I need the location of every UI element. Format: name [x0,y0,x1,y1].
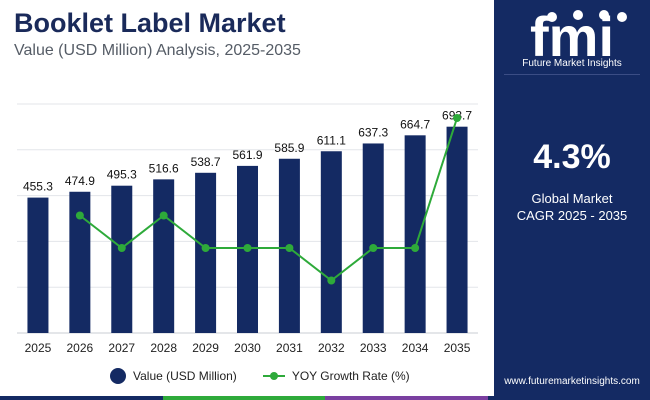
bar [27,197,49,333]
bar [111,185,133,333]
side-panel: fmi Future Market Insights 4.3% Global M… [494,0,650,400]
growth-point [75,211,84,220]
legend-label-value: Value (USD Million) [133,369,237,383]
legend: Value (USD Million) YOY Growth Rate (%) [110,368,410,384]
legend-item-growth: YOY Growth Rate (%) [262,369,410,383]
bar [195,172,217,333]
bottom-color-strip [0,396,650,400]
x-tick-label: 2028 [150,341,177,355]
growth-point [201,244,210,252]
growth-point [285,244,294,252]
growth-point [327,276,336,285]
strip-segment [487,396,650,400]
chart-title: Booklet Label Market [14,8,286,38]
data-label: 637.3 [358,125,388,139]
growth-point [159,211,168,220]
x-tick-label: 2031 [276,341,303,355]
website-url: www.futuremarketinsights.com [504,376,640,387]
legend-bar-marker [110,368,126,384]
strip-segment [162,396,325,400]
legend-item-value: Value (USD Million) [110,368,237,384]
legend-label-growth: YOY Growth Rate (%) [291,369,410,383]
data-label: 538.7 [191,155,221,169]
data-label: 495.3 [107,168,137,182]
bar [153,179,175,333]
growth-point [369,244,378,252]
x-tick-label: 2029 [192,341,219,355]
x-tick-label: 2035 [444,341,471,355]
cagr-value: 4.3% [533,138,611,176]
data-label: 516.6 [149,161,179,175]
data-label: 561.9 [232,148,262,162]
chart-subtitle: Value (USD Million) Analysis, 2025-2035 [14,42,301,59]
strip-segment [325,396,488,400]
cagr-label-line1: Global Market [531,191,613,206]
x-tick-label: 2034 [402,341,429,355]
x-tick-label: 2033 [360,341,387,355]
growth-line [79,117,458,282]
data-label: 611.1 [317,133,346,147]
data-label: 585.9 [274,141,304,155]
bar [69,191,91,333]
brand-name: Future Market Insights [522,58,622,69]
fmi-logo: fmi [530,8,627,68]
x-tick-label: 2030 [234,341,261,355]
x-tick-label: 2032 [318,341,345,355]
x-tick-label: 2027 [108,341,135,355]
data-label: 664.7 [400,117,430,131]
panel-divider [504,74,640,75]
chart-area: 455.3 2025 474.9 2026 495.3 2027 516.6 2028 538.… [17,103,478,355]
data-label: 474.9 [65,174,95,188]
bar [446,126,468,333]
x-tick-label: 2025 [25,341,52,355]
data-label: 455.3 [23,180,53,194]
growth-point [117,244,126,252]
cagr-label: Global Market CAGR 2025 - 2035 [494,190,650,224]
legend-line-marker [262,372,285,380]
growth-point [243,244,252,252]
strip-segment [0,396,163,400]
growth-point [411,244,420,252]
x-tick-label: 2026 [67,341,94,355]
cagr-label-line2: CAGR 2025 - 2035 [516,208,628,223]
bar [362,143,384,333]
growth-point [453,114,462,122]
bar [320,151,342,333]
bar [404,135,426,333]
